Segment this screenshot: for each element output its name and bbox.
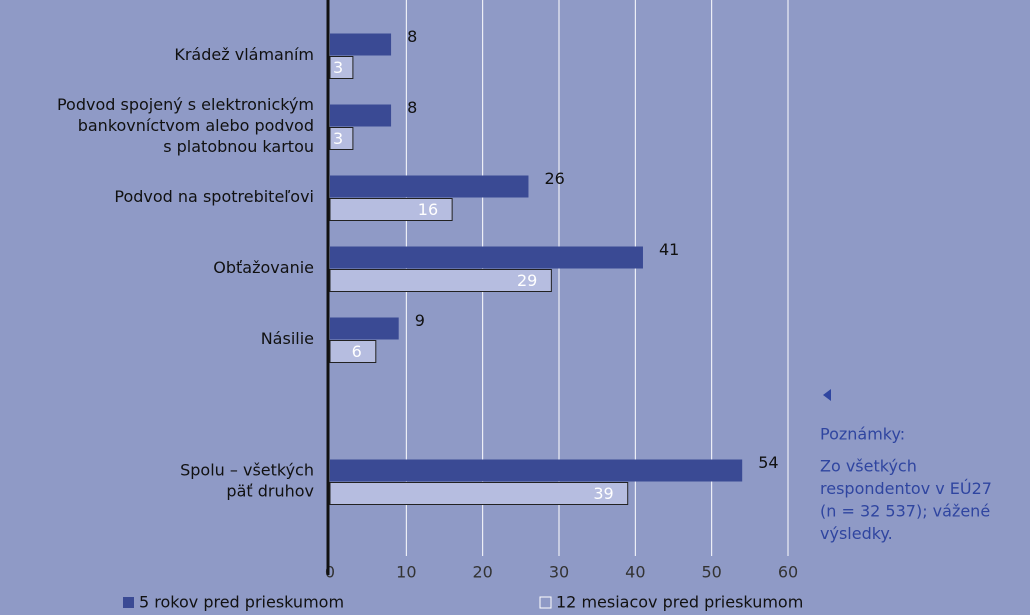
category-label: Spolu – všetkých	[180, 461, 314, 480]
notes-line: výsledky.	[820, 524, 893, 543]
x-tick-label: 20	[472, 563, 492, 582]
bar	[329, 482, 629, 505]
legend-swatch	[123, 597, 134, 608]
category-label: päť druhov	[226, 482, 314, 501]
category-label: bankovníctvom alebo podvod	[78, 116, 314, 135]
note-marker	[823, 389, 831, 401]
bar	[330, 246, 643, 269]
x-tick-label: 10	[396, 563, 416, 582]
value-label: 26	[544, 169, 564, 188]
x-tick-label: 40	[625, 563, 645, 582]
bar	[329, 269, 552, 292]
category-label: Obťažovanie	[213, 258, 314, 277]
category-label: Podvod spojený s elektronickým	[57, 95, 314, 114]
category-label: Krádež vlámaním	[174, 45, 314, 64]
bar	[329, 56, 354, 79]
category-label: Násilie	[261, 329, 314, 348]
bar	[330, 175, 529, 198]
value-label: 9	[415, 311, 425, 330]
category-label: s platobnou kartou	[163, 137, 314, 156]
legend-swatch	[539, 596, 552, 609]
value-label: 54	[758, 453, 778, 472]
notes-line: (n = 32 537); vážené	[820, 502, 990, 521]
value-label: 8	[407, 98, 417, 117]
category-label: Podvod na spotrebiteľovi	[114, 187, 314, 206]
value-label: 39	[593, 484, 613, 503]
x-tick-label: 30	[549, 563, 569, 582]
value-label: 3	[333, 129, 343, 148]
value-label: 8	[407, 27, 417, 46]
value-label: 16	[418, 200, 438, 219]
notes-line: respondentov v EÚ27	[820, 479, 992, 498]
bar	[330, 104, 392, 127]
value-label: 6	[352, 342, 362, 361]
notes-title: Poznámky:	[820, 425, 905, 444]
bar	[329, 340, 377, 363]
bar	[329, 127, 354, 150]
bar	[330, 33, 392, 56]
bar	[329, 198, 453, 221]
value-label: 41	[659, 240, 679, 259]
bar	[330, 459, 743, 482]
legend-label: 5 rokov pred prieskumom	[139, 593, 344, 612]
bar	[330, 317, 399, 340]
x-tick-label: 50	[701, 563, 721, 582]
legend-label: 12 mesiacov pred prieskumom	[556, 593, 803, 612]
value-label: 3	[333, 58, 343, 77]
x-tick-label: 0	[325, 563, 335, 582]
value-label: 29	[517, 271, 537, 290]
notes-line: Zo všetkých	[820, 457, 917, 476]
x-tick-label: 60	[778, 563, 798, 582]
